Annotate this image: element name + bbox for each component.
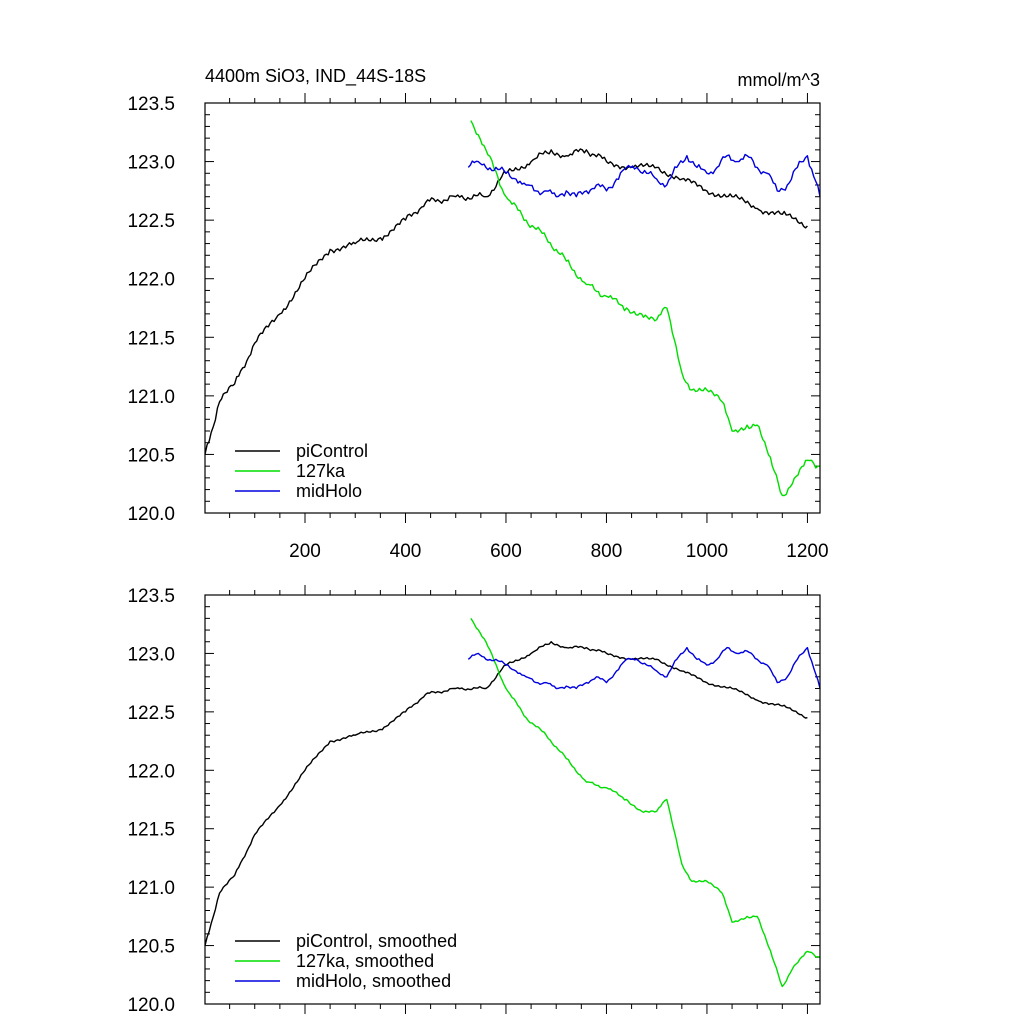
legend-label-midholo: midHolo: [296, 481, 362, 501]
legend-label-midholo-smoothed: midHolo, smoothed: [296, 971, 451, 991]
y-tick-label: 123.0: [127, 153, 175, 174]
y-tick-label: 120.5: [127, 937, 175, 958]
x-tick-label: 600: [490, 541, 522, 562]
y-tick-label: 122.5: [127, 703, 175, 724]
y-tick-label: 121.0: [127, 387, 175, 408]
x-tick-label: 1200: [786, 541, 828, 562]
y-tick-label: 120.5: [127, 445, 175, 466]
y-axis: 120.0 120.5 121.0 121.5 122.0 122.5 123.0 123.5: [127, 586, 820, 1016]
legend-label-127ka: 127ka: [296, 461, 346, 481]
legend: piControl 127ka midHolo: [235, 441, 368, 501]
y-tick-label: 121.0: [127, 878, 175, 899]
y-tick-label: 123.5: [127, 586, 175, 607]
series-lines: [204, 120, 821, 497]
legend-label-picontrol: piControl: [296, 441, 368, 461]
chart-units: mmol/m^3: [738, 70, 820, 90]
y-tick-label: 123.5: [127, 94, 175, 115]
y-tick-label: 120.0: [127, 995, 175, 1016]
x-tick-label: 200: [289, 541, 321, 562]
series-line-midholo: [467, 153, 821, 198]
legend-label-picontrol-smoothed: piControl, smoothed: [296, 931, 457, 951]
legend: piControl, smoothed 127ka, smoothed midH…: [235, 931, 457, 991]
x-axis: 200 400 600 800 1000 1200: [229, 93, 829, 562]
plot-frame: [204, 102, 821, 514]
series-line-midholo-smoothed: [467, 646, 821, 690]
x-tick-label: 800: [591, 541, 623, 562]
legend-label-127ka-smoothed: 127ka, smoothed: [296, 951, 434, 971]
series-line-picontrol-smoothed: [204, 641, 808, 946]
y-tick-label: 122.0: [127, 761, 175, 782]
y-tick-label: 122.0: [127, 270, 175, 291]
x-tick-label: 1000: [686, 541, 728, 562]
series-line-127ka-smoothed: [470, 618, 821, 988]
y-axis: 120.0 120.5 121.0 121.5 122.0 122.5 123.0 123.5: [127, 94, 820, 525]
y-tick-label: 121.5: [127, 328, 175, 349]
series-lines: [204, 618, 821, 988]
y-tick-label: 123.0: [127, 644, 175, 665]
series-line-picontrol: [204, 148, 808, 455]
x-tick-label: 400: [390, 541, 422, 562]
chart-title: 4400m SiO3, IND_44S-18S: [205, 66, 426, 87]
y-tick-label: 122.5: [127, 211, 175, 232]
bottom-chart-panel: 120.0 120.5 121.0 121.5 122.0 122.5 123.0 123.5…: [127, 585, 821, 1016]
x-axis: [229, 585, 808, 1014]
top-chart-panel: 4400m SiO3, IND_44S-18S mmol/m^3 120.012…: [127, 66, 828, 562]
y-tick-label: 121.5: [127, 820, 175, 841]
plot-frame: [204, 594, 821, 1005]
series-line-127ka: [470, 120, 821, 497]
y-tick-label: 120.0: [127, 504, 175, 525]
